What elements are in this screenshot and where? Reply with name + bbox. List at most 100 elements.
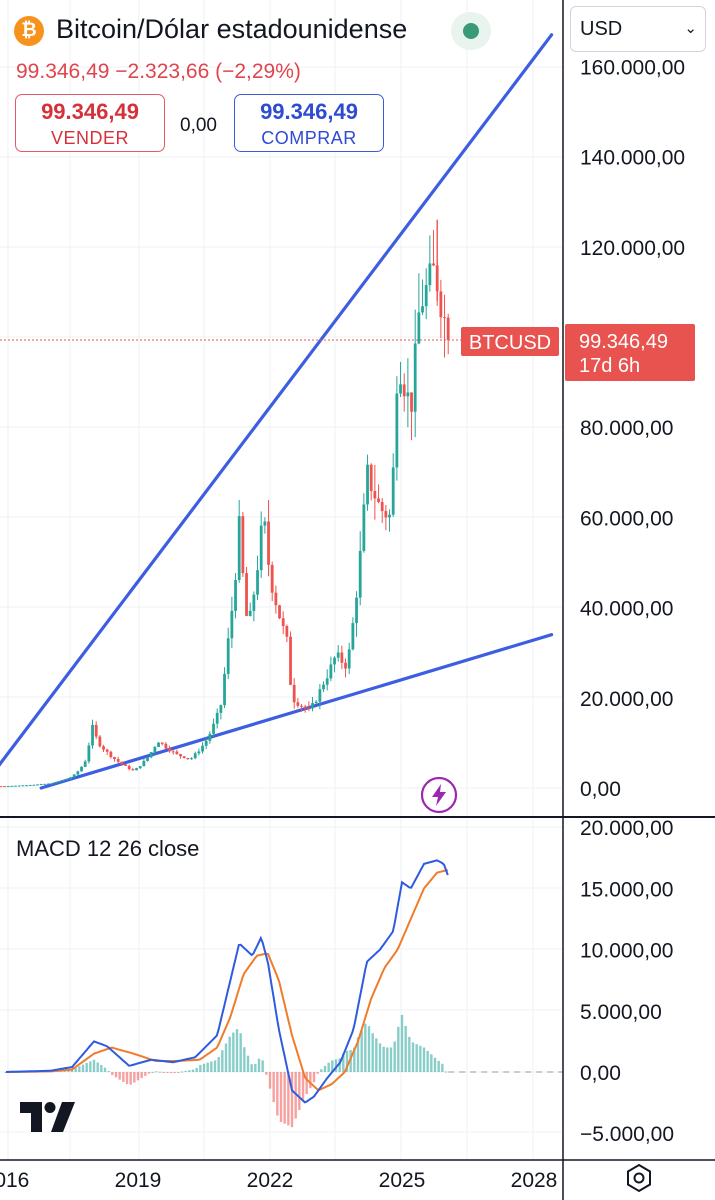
candle-body: [54, 782, 58, 784]
symbol-title[interactable]: Bitcoin/Dólar estadounidense: [56, 14, 408, 44]
price-badge-symbol: BTCUSD: [469, 332, 551, 354]
histogram-bar: [367, 1026, 371, 1072]
candle-body: [193, 753, 197, 759]
market-status-icon[interactable]: [451, 12, 491, 50]
histogram-bar: [422, 1047, 426, 1072]
price-badge-value-bg: [565, 324, 695, 381]
buy-button[interactable]: 99.346,49 COMPRAR: [234, 94, 384, 152]
candle-body: [421, 306, 424, 313]
histogram-bar: [162, 1072, 165, 1073]
histogram-bar: [444, 1071, 448, 1073]
price-tick-label: 40.000,00: [580, 598, 673, 621]
candle-body: [212, 723, 215, 734]
candle-body: [259, 525, 263, 571]
market-open-dot: [463, 23, 479, 39]
candle-body: [336, 652, 340, 658]
histogram-bar: [133, 1072, 136, 1083]
candle-body: [201, 745, 204, 752]
candle-body: [186, 757, 190, 759]
settings-icon[interactable]: [624, 1163, 654, 1193]
price-tick-label: 20.000,00: [580, 688, 673, 711]
histogram-bar: [147, 1072, 151, 1074]
candle-body: [263, 521, 267, 526]
candle-body: [69, 777, 72, 779]
histogram-bar: [353, 1047, 356, 1072]
price-badge-value: 99.346,49: [579, 331, 668, 353]
histogram-bar: [301, 1072, 305, 1102]
histogram-bar: [312, 1072, 316, 1083]
histogram-bar: [404, 1025, 407, 1072]
histogram-bar: [118, 1072, 121, 1080]
candle-body: [446, 317, 450, 340]
histogram-bar: [67, 1069, 70, 1072]
histogram-bar: [213, 1060, 217, 1072]
candle-body: [138, 766, 142, 769]
histogram-bar: [107, 1071, 110, 1073]
candle-body: [113, 757, 116, 760]
time-tick-label: 2028: [511, 1169, 558, 1192]
sell-label: VENDER: [50, 128, 129, 148]
candle-body: [208, 733, 212, 741]
candle-body: [410, 392, 413, 412]
histogram-bar: [298, 1072, 301, 1111]
candle-body: [285, 626, 289, 637]
histogram-bar: [419, 1045, 422, 1072]
candle-body: [344, 662, 347, 669]
trendlines[interactable]: [0, 33, 554, 790]
macd-tick-label: 20.000,00: [580, 817, 673, 840]
histogram-bar: [364, 1023, 367, 1072]
price-tick-label: 60.000,00: [580, 507, 673, 530]
candle-body: [267, 521, 270, 565]
candle-body: [424, 285, 428, 307]
price-badge: BTCUSD 99.346,49 17d 6h: [461, 324, 695, 381]
candle-body: [355, 597, 358, 624]
candle-body: [226, 638, 230, 674]
candle-body: [241, 516, 245, 574]
histogram-bar: [426, 1050, 429, 1072]
macd-lines: [5, 859, 449, 1104]
macd-tick-label: 0,00: [580, 1062, 621, 1085]
candle-body: [105, 749, 109, 752]
candle-body: [307, 708, 311, 710]
currency-select[interactable]: USD ⌄: [570, 6, 706, 52]
candle-body: [325, 678, 329, 685]
candle-body: [274, 592, 278, 606]
sell-button[interactable]: 99.346,49 VENDER: [15, 94, 165, 152]
lightning-icon[interactable]: [420, 776, 458, 814]
macd-indicator-label[interactable]: MACD 12 26 close: [16, 836, 200, 861]
histogram-bar: [144, 1072, 147, 1076]
histogram-bar: [114, 1072, 118, 1078]
histogram-bar: [169, 1072, 173, 1073]
candle-body: [160, 742, 164, 744]
candle-body: [223, 673, 226, 706]
histogram-bar: [188, 1070, 191, 1072]
sell-price: 99.346,49: [41, 99, 139, 124]
histogram-bar: [441, 1063, 444, 1072]
candle-body: [391, 467, 395, 515]
candle-body: [124, 764, 127, 766]
candle-body: [204, 740, 208, 746]
histogram-bar: [89, 1061, 92, 1072]
candle-body: [237, 516, 241, 580]
candle-body: [83, 761, 87, 767]
candle-body: [399, 384, 402, 394]
histogram-bar: [331, 1060, 334, 1072]
histogram-bar: [382, 1046, 385, 1072]
candle-body: [219, 705, 223, 713]
histogram-bar: [433, 1057, 437, 1072]
histogram-bar: [78, 1066, 81, 1072]
histogram-bar: [261, 1060, 264, 1072]
histogram-bar: [327, 1062, 330, 1072]
trendline-upper: [0, 33, 554, 767]
candle-body: [358, 550, 362, 598]
candle-body: [303, 706, 307, 709]
histogram-bar: [206, 1062, 209, 1072]
candle-body: [377, 498, 380, 502]
candle-body: [94, 724, 98, 737]
histogram-bar: [191, 1069, 195, 1072]
candle-body: [245, 573, 248, 616]
histogram-bar: [265, 1072, 268, 1075]
candle-body: [164, 743, 168, 749]
